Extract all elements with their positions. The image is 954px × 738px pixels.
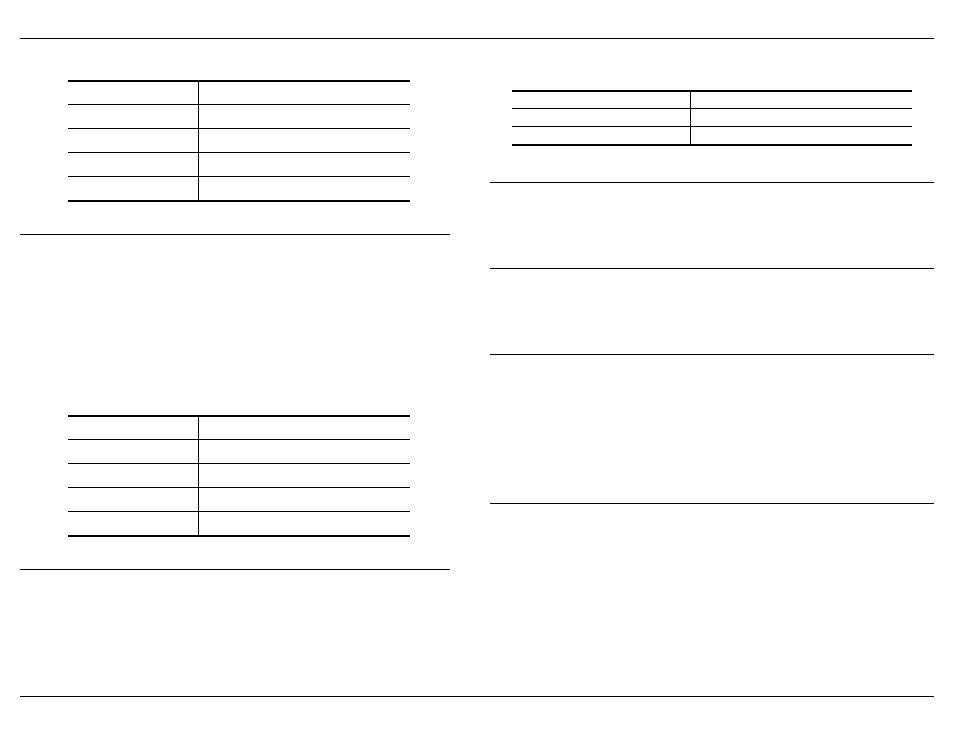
rule-line	[490, 503, 934, 504]
rule-line	[68, 439, 410, 440]
rule-line	[68, 535, 410, 537]
rule-line	[68, 80, 410, 82]
rule-line	[20, 696, 934, 697]
rule-line	[20, 38, 934, 39]
rule-line	[512, 90, 912, 92]
rule-line	[512, 126, 912, 127]
rule-line	[68, 176, 410, 177]
divider-line	[198, 415, 199, 535]
rule-line	[68, 152, 410, 153]
rule-line	[490, 354, 934, 355]
rule-line	[68, 104, 410, 105]
rule-line	[490, 268, 934, 269]
rule-line	[68, 511, 410, 512]
rule-line	[490, 182, 934, 183]
rule-line	[512, 108, 912, 109]
rule-line	[68, 128, 410, 129]
rule-line	[68, 415, 410, 417]
divider-line	[198, 80, 199, 200]
rule-line	[68, 200, 410, 202]
rule-line	[20, 234, 450, 235]
rule-line	[512, 144, 912, 146]
rule-line	[68, 463, 410, 464]
rule-line	[68, 487, 410, 488]
divider-line	[690, 90, 691, 144]
rule-line	[20, 569, 450, 570]
